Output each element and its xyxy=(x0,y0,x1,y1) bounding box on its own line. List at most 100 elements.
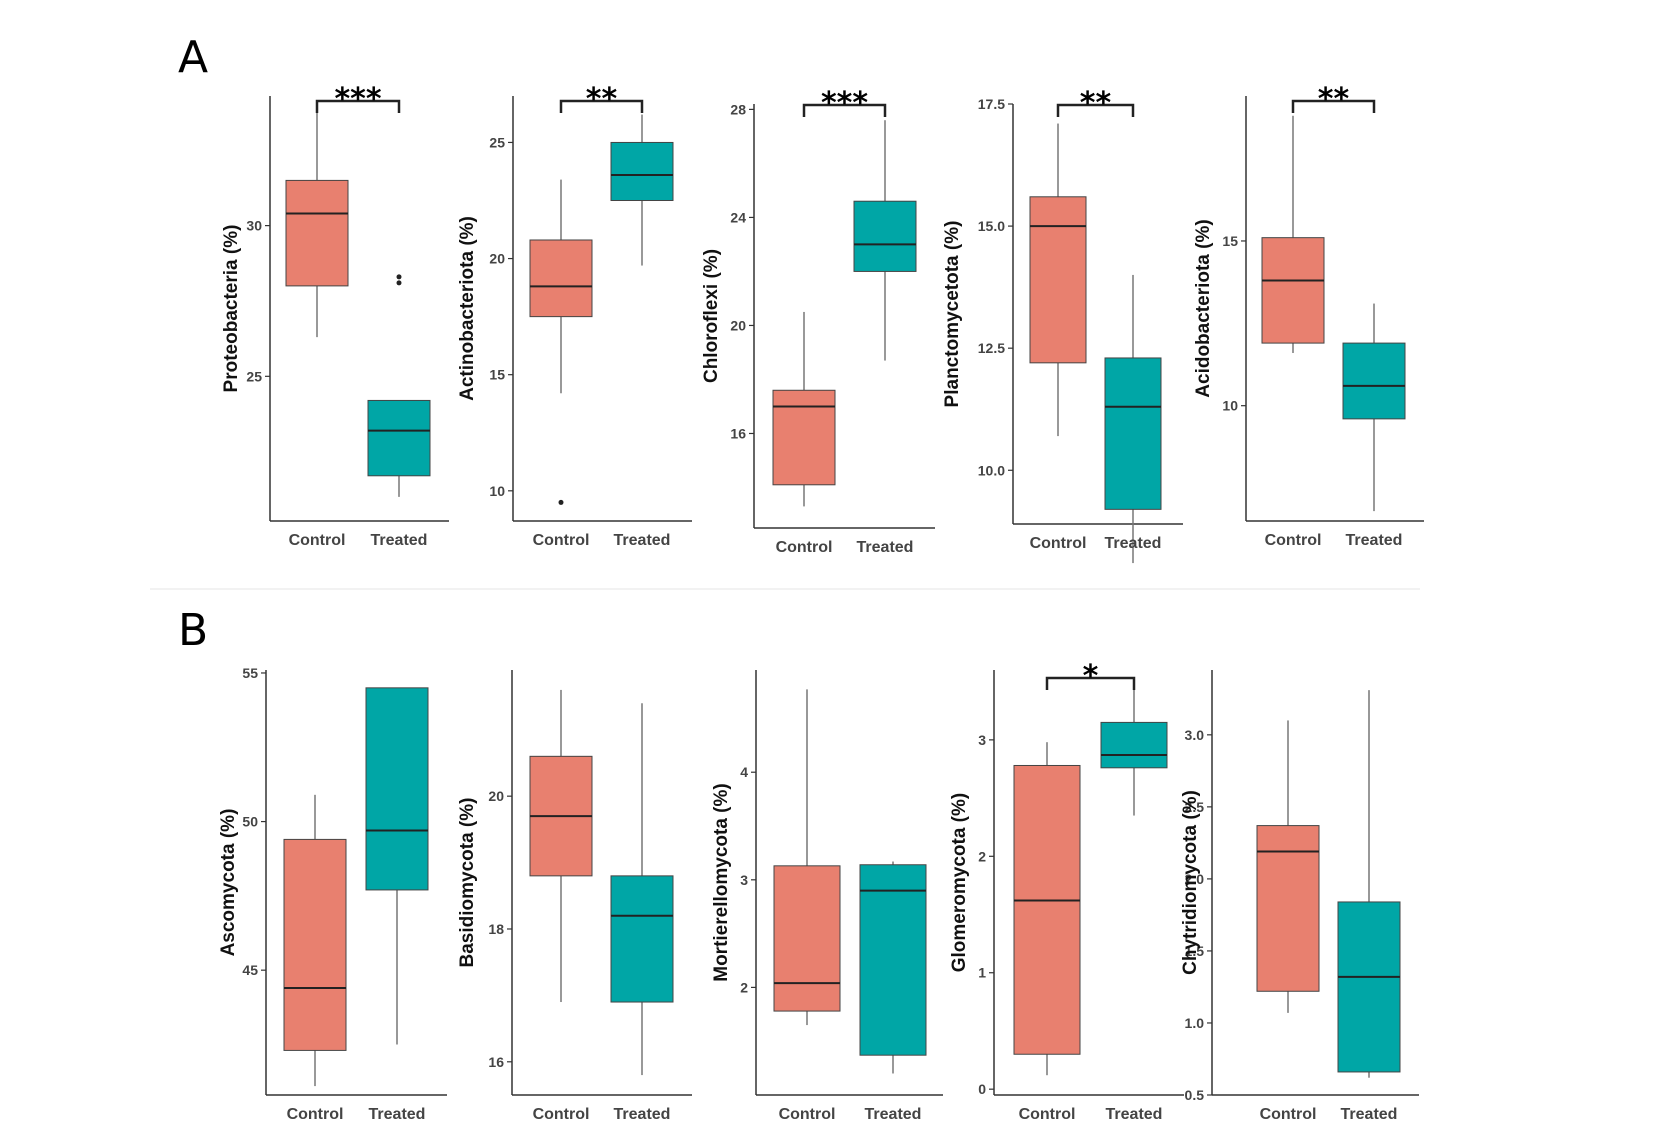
y-tick-label: 30 xyxy=(246,218,262,234)
x-tick-label: Control xyxy=(1030,535,1087,552)
x-tick-label: Treated xyxy=(857,539,914,556)
y-tick-label: 2.5 xyxy=(1185,799,1205,815)
y-tick-label: 15 xyxy=(1222,233,1238,249)
y-axis-label: Acidobacteriota (%) xyxy=(1193,219,1214,397)
x-tick-label: Control xyxy=(1019,1106,1076,1123)
y-tick-label: 17.5 xyxy=(978,96,1005,112)
box-treated xyxy=(853,200,917,272)
subplot-chytridiomycota: 0.5 1.0 1.5 2.0 2.5 3.0 Chytridiomycota (%) Con… xyxy=(1180,670,1419,1123)
x-tick-label: Control xyxy=(289,532,346,549)
box-treated xyxy=(859,864,927,1056)
y-tick-label: 4 xyxy=(740,764,748,780)
y-tick-label: 24 xyxy=(730,209,746,225)
outlier-point xyxy=(396,280,402,286)
box-control xyxy=(1029,196,1087,364)
y-tick-label: 10 xyxy=(489,483,505,499)
y-tick-label: 20 xyxy=(730,317,746,333)
y-tick-label: 2 xyxy=(740,979,748,995)
y-tick-label: 28 xyxy=(730,101,746,117)
y-tick-label: 25 xyxy=(489,134,505,150)
box-treated xyxy=(610,875,674,1003)
subplot-actinobacteriota: 10 15 20 25 Actinobacteriota (%) Control Treat… xyxy=(457,82,692,549)
y-tick-label: 2 xyxy=(978,848,986,864)
significance-bracket xyxy=(315,99,401,113)
outlier-point xyxy=(396,274,402,280)
box-treated xyxy=(365,687,429,891)
box-control xyxy=(1256,825,1320,992)
box-treated xyxy=(367,399,431,477)
significance-stars: *** xyxy=(821,86,868,121)
significance-bracket xyxy=(559,99,644,113)
subplot-chloroflexi: 16 20 24 28 Chloroflexi (%) Control Treated *** xyxy=(701,86,935,556)
y-axis-label: Actinobacteriota (%) xyxy=(457,216,478,401)
y-tick-label: 25 xyxy=(246,368,262,384)
x-tick-label: Control xyxy=(779,1106,836,1123)
x-tick-label: Control xyxy=(1265,532,1322,549)
y-tick-label: 16 xyxy=(730,425,746,441)
y-tick-label: 16 xyxy=(488,1054,504,1070)
x-tick-label: Treated xyxy=(1341,1106,1398,1123)
y-tick-label: 20 xyxy=(489,251,505,267)
x-tick-label: Treated xyxy=(1346,532,1403,549)
significance-stars: ** xyxy=(586,82,618,117)
box-control xyxy=(1261,237,1325,344)
x-tick-label: Control xyxy=(533,532,590,549)
y-tick-label: 0.5 xyxy=(1185,1087,1205,1103)
y-tick-label: 20 xyxy=(488,788,504,804)
y-tick-label: 0 xyxy=(978,1081,986,1097)
significance-bracket xyxy=(1291,99,1376,113)
y-tick-label: 10 xyxy=(1222,398,1238,414)
y-tick-label: 1 xyxy=(978,965,986,981)
x-tick-label: Treated xyxy=(614,1106,671,1123)
panel-label-b: B xyxy=(178,605,208,656)
x-tick-label: Treated xyxy=(369,1106,426,1123)
x-tick-label: Treated xyxy=(1106,1106,1163,1123)
y-tick-label: 3.0 xyxy=(1185,727,1205,743)
x-tick-label: Treated xyxy=(1105,535,1162,552)
subplot-acidobacteriota: 10 15 Acidobacteriota (%) Control Treated ** xyxy=(1193,82,1424,549)
y-tick-label: 3 xyxy=(740,872,748,888)
subplot-basidiomycota: 16 18 20 Basidiomycota (%) Control Treated xyxy=(457,670,692,1123)
box-treated xyxy=(1104,357,1162,510)
significance-stars: ** xyxy=(1080,86,1112,121)
y-tick-label: 12.5 xyxy=(978,340,1005,356)
panel-label-a: A xyxy=(178,32,208,83)
y-tick-label: 2.0 xyxy=(1185,871,1205,887)
box-treated xyxy=(1100,721,1168,769)
subplot-glomeromycota: 0 1 2 3 Glomeromycota (%) Control Treated * xyxy=(949,659,1184,1123)
y-tick-label: 15.0 xyxy=(978,218,1005,234)
box-control xyxy=(529,239,593,318)
y-tick-label: 55 xyxy=(242,665,258,681)
y-axis-label: Basidiomycota (%) xyxy=(457,798,478,968)
box-control xyxy=(773,865,841,1012)
significance-bracket xyxy=(1056,103,1135,117)
x-tick-label: Treated xyxy=(865,1106,922,1123)
significance-stars: * xyxy=(1083,659,1099,694)
y-axis-label: Chloroflexi (%) xyxy=(701,249,722,383)
significance-stars: *** xyxy=(334,82,381,117)
y-axis-label: Chytridiomycota (%) xyxy=(1180,790,1201,975)
x-tick-label: Control xyxy=(776,539,833,556)
y-tick-label: 1.0 xyxy=(1185,1015,1205,1031)
y-tick-label: 50 xyxy=(242,814,258,830)
x-tick-label: Control xyxy=(1260,1106,1317,1123)
y-tick-label: 1.5 xyxy=(1185,943,1205,959)
y-axis-label: Planctomycetota (%) xyxy=(942,221,963,408)
box-control xyxy=(772,389,836,486)
box-treated xyxy=(1337,901,1401,1073)
y-axis-label: Glomeromycota (%) xyxy=(949,793,970,972)
y-tick-label: 15 xyxy=(489,367,505,383)
significance-stars: ** xyxy=(1318,82,1350,117)
y-axis-label: Proteobacteria (%) xyxy=(221,225,242,393)
outlier-point xyxy=(558,499,564,505)
y-axis-label: Ascomycota (%) xyxy=(218,809,239,957)
box-control xyxy=(283,838,347,1051)
y-axis-label: Mortierellomycota (%) xyxy=(711,783,732,981)
subplot-mortierellomycota: 2 3 4 Mortierellomycota (%) Control Treated xyxy=(711,670,943,1123)
significance-bracket xyxy=(802,103,887,117)
y-tick-label: 18 xyxy=(488,921,504,937)
y-tick-label: 45 xyxy=(242,962,258,978)
